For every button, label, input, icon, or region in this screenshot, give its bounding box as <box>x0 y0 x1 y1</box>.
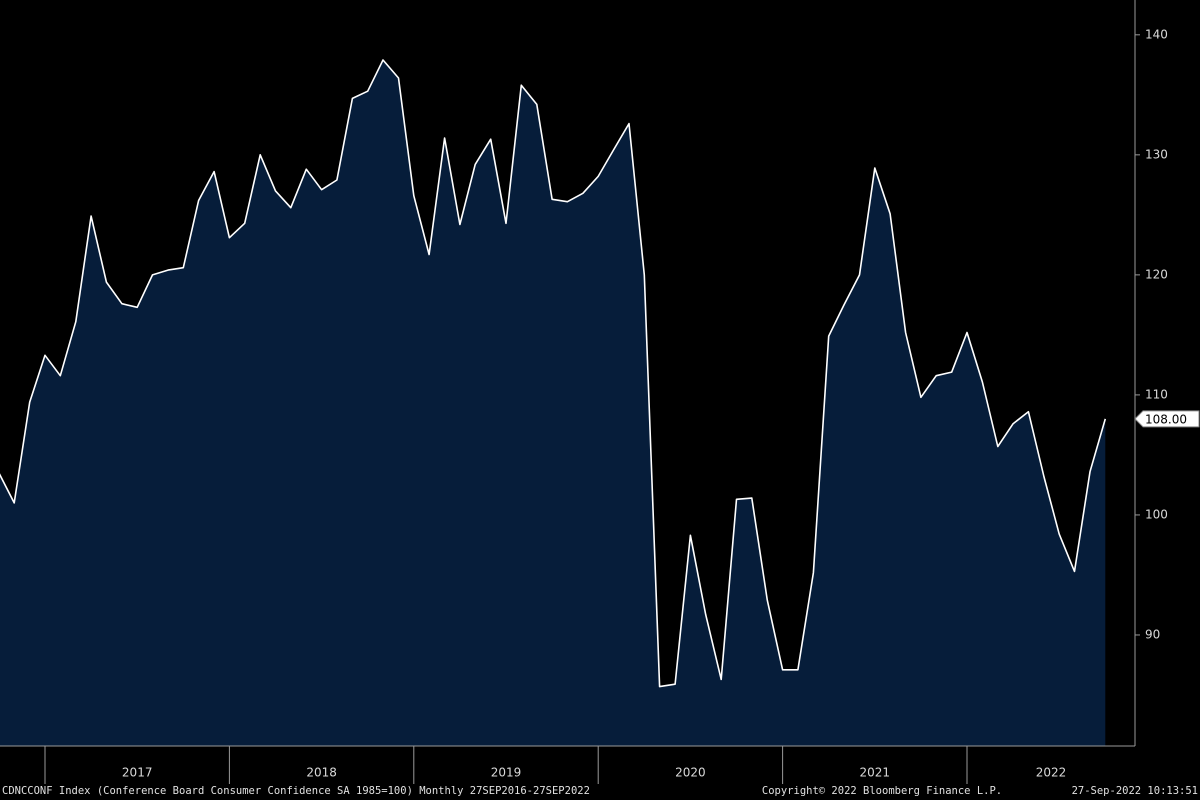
x-tick-label: 2017 <box>122 766 153 780</box>
x-tick-label: 2022 <box>1036 766 1067 780</box>
y-tick-label: 90 <box>1145 627 1160 641</box>
area <box>0 60 1106 746</box>
line <box>0 59 1107 688</box>
x-tick-label: 2018 <box>306 766 337 780</box>
x-tick-label: 2019 <box>491 766 522 780</box>
y-tick-label: 100 <box>1145 507 1168 521</box>
footer-timestamp: 27-Sep-2022 10:13:51 <box>1072 785 1198 797</box>
x-tick-label: 2020 <box>675 766 706 780</box>
footer-copyright: Copyright© 2022 Bloomberg Finance L.P. <box>762 785 1002 797</box>
footer-description: CDNCCONF Index (Conference Board Consume… <box>2 785 590 797</box>
y-tick-label: 130 <box>1145 147 1168 161</box>
y-tick-label: 120 <box>1145 267 1168 281</box>
last-value-label: 108.00 <box>1145 412 1187 426</box>
y-tick-label: 140 <box>1145 27 1168 41</box>
last-value-tag <box>1134 410 1200 428</box>
plot-area <box>0 59 1107 746</box>
x-tick-label: 2021 <box>860 766 891 780</box>
y-tick-label: 110 <box>1145 387 1168 401</box>
